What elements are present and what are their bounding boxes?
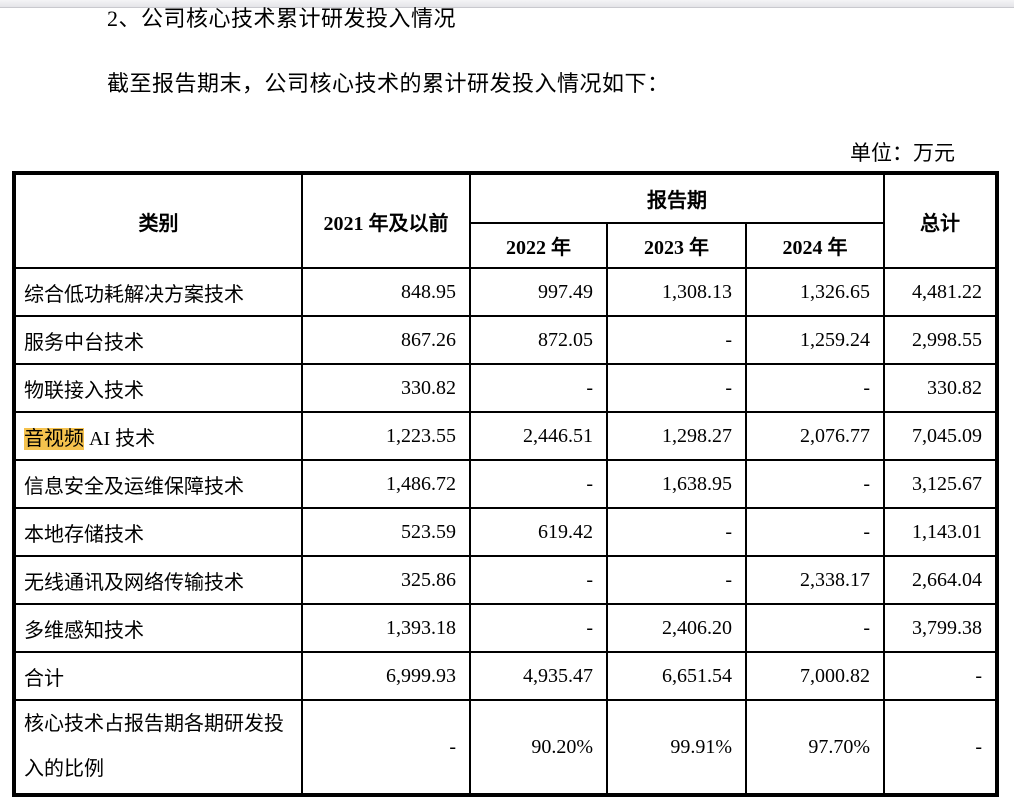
value-cell: 7,000.82: [745, 651, 885, 701]
value-cell: 1,393.18: [301, 603, 471, 653]
value-cell: -: [469, 603, 608, 653]
value-cell: -: [301, 699, 471, 796]
total-row: 合计 6,999.93 4,935.47 6,651.54 7,000.82 -: [13, 651, 998, 701]
value-cell: -: [469, 363, 608, 413]
value-cell: -: [745, 507, 885, 557]
value-cell: -: [606, 315, 747, 365]
value-cell: 1,326.65: [745, 267, 885, 317]
value-cell: 90.20%: [469, 699, 608, 796]
value-cell: 2,338.17: [745, 555, 885, 605]
table-row: 本地存储技术 523.59 619.42 - - 1,143.01: [13, 507, 998, 557]
table-row: 服务中台技术 867.26 872.05 - 1,259.24 2,998.55: [13, 315, 998, 365]
value-cell: 1,223.55: [301, 411, 471, 461]
value-cell: 523.59: [301, 507, 471, 557]
col-header-report-period: 报告期: [469, 172, 885, 224]
table-row: 无线通讯及网络传输技术 325.86 - - 2,338.17 2,664.04: [13, 555, 998, 605]
col-header-year-2023: 2023 年: [606, 222, 747, 269]
col-header-year-2022: 2022 年: [469, 222, 608, 269]
value-cell: 2,998.55: [883, 315, 998, 365]
ratio-row: 核心技术占报告期各期研发投入的比例 - 90.20% 99.91% 97.70%…: [13, 699, 998, 796]
value-cell: 330.82: [883, 363, 998, 413]
value-cell: 872.05: [469, 315, 608, 365]
table-row: 综合低功耗解决方案技术 848.95 997.49 1,308.13 1,326…: [13, 267, 998, 317]
value-cell: 325.86: [301, 555, 471, 605]
category-cell: 服务中台技术: [13, 315, 303, 365]
section-heading: 2、公司核心技术累计研发投入情况: [107, 6, 457, 31]
value-cell: 997.49: [469, 267, 608, 317]
value-cell: -: [606, 363, 747, 413]
value-cell: -: [883, 651, 998, 701]
category-cell: 无线通讯及网络传输技术: [13, 555, 303, 605]
value-cell: 848.95: [301, 267, 471, 317]
col-header-before-2021: 2021 年及以前: [301, 172, 471, 269]
value-cell: 619.42: [469, 507, 608, 557]
category-cell: 核心技术占报告期各期研发投入的比例: [13, 699, 303, 796]
category-cell: 音视频 AI 技术: [13, 411, 303, 461]
value-cell: 1,259.24: [745, 315, 885, 365]
value-cell: 1,638.95: [606, 459, 747, 509]
value-cell: -: [745, 459, 885, 509]
value-cell: 2,664.04: [883, 555, 998, 605]
value-cell: -: [745, 363, 885, 413]
table-row: 信息安全及运维保障技术 1,486.72 - 1,638.95 - 3,125.…: [13, 459, 998, 509]
value-cell: 4,481.22: [883, 267, 998, 317]
value-cell: -: [469, 555, 608, 605]
value-cell: 7,045.09: [883, 411, 998, 461]
category-cell: 物联接入技术: [13, 363, 303, 413]
category-cell: 综合低功耗解决方案技术: [13, 267, 303, 317]
value-cell: 1,486.72: [301, 459, 471, 509]
category-cell: 多维感知技术: [13, 603, 303, 653]
value-cell: 2,406.20: [606, 603, 747, 653]
intro-paragraph: 截至报告期末，公司核心技术的累计研发投入情况如下：: [107, 71, 670, 96]
col-header-category: 类别: [13, 172, 303, 269]
category-cell: 信息安全及运维保障技术: [13, 459, 303, 509]
value-cell: 1,298.27: [606, 411, 747, 461]
value-cell: 3,125.67: [883, 459, 998, 509]
value-cell: 867.26: [301, 315, 471, 365]
value-cell: 99.91%: [606, 699, 747, 796]
value-cell: 3,799.38: [883, 603, 998, 653]
col-header-year-2024: 2024 年: [745, 222, 885, 269]
window-top-edge: [0, 0, 1014, 8]
value-cell: 1,143.01: [883, 507, 998, 557]
value-cell: 6,651.54: [606, 651, 747, 701]
value-cell: 97.70%: [745, 699, 885, 796]
value-cell: -: [883, 699, 998, 796]
col-header-total: 总计: [883, 172, 998, 269]
header-row-1: 类别 2021 年及以前 报告期 总计: [13, 172, 998, 269]
value-cell: 2,446.51: [469, 411, 608, 461]
unit-label: 单位：万元: [850, 141, 955, 165]
value-cell: -: [606, 507, 747, 557]
category-text: AI 技术: [84, 427, 156, 450]
table-row: 物联接入技术 330.82 - - - 330.82: [13, 363, 998, 413]
value-cell: 1,308.13: [606, 267, 747, 317]
value-cell: 6,999.93: [301, 651, 471, 701]
category-cell: 本地存储技术: [13, 507, 303, 557]
table-row: 多维感知技术 1,393.18 - 2,406.20 - 3,799.38: [13, 603, 998, 653]
table-body: 综合低功耗解决方案技术 848.95 997.49 1,308.13 1,326…: [13, 267, 998, 796]
value-cell: 4,935.47: [469, 651, 608, 701]
category-cell: 合计: [13, 651, 303, 701]
rd-investment-table: 类别 2021 年及以前 报告期 总计 2022 年 2023 年 2024 年…: [12, 171, 999, 797]
value-cell: 2,076.77: [745, 411, 885, 461]
value-cell: -: [469, 459, 608, 509]
value-cell: -: [745, 603, 885, 653]
value-cell: -: [606, 555, 747, 605]
highlighted-text: 音视频: [24, 427, 84, 450]
header-row-2: 2022 年 2023 年 2024 年: [14, 222, 997, 269]
value-cell: 330.82: [301, 363, 471, 413]
table-row: 音视频 AI 技术 1,223.55 2,446.51 1,298.27 2,0…: [13, 411, 998, 461]
